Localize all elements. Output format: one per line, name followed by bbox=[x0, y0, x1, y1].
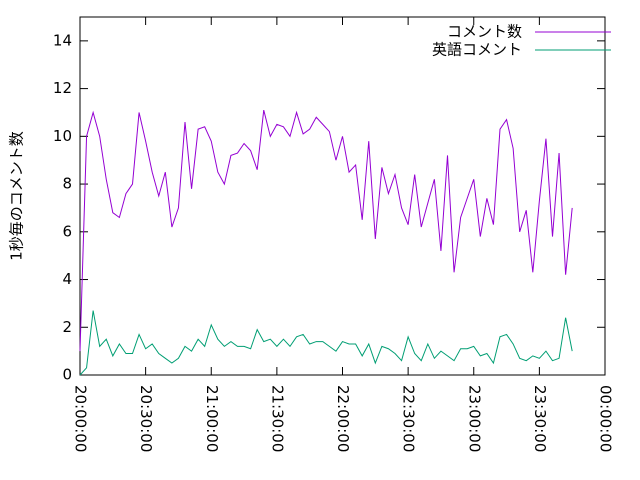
y-tick-label: 14 bbox=[53, 31, 72, 49]
x-tick-label: 20:30:00 bbox=[137, 385, 155, 452]
x-tick-label: 20:00:00 bbox=[72, 385, 90, 452]
y-tick-label: 12 bbox=[53, 79, 72, 97]
series-line bbox=[79, 109, 573, 352]
y-tick-label: 10 bbox=[53, 127, 72, 145]
x-tick-label: 22:00:00 bbox=[334, 385, 352, 452]
x-tick-label: 00:00:00 bbox=[597, 385, 615, 452]
y-tick-label: 0 bbox=[62, 366, 72, 384]
x-tick-label: 21:30:00 bbox=[268, 385, 286, 452]
legend-label: コメント数 bbox=[447, 23, 522, 41]
series-line bbox=[79, 310, 573, 376]
x-tick-label: 21:00:00 bbox=[203, 385, 221, 452]
y-tick-label: 2 bbox=[62, 318, 72, 336]
y-axis-label: 1秒毎のコメント数 bbox=[8, 131, 26, 261]
x-tick-label: 23:00:00 bbox=[465, 385, 483, 452]
y-tick-label: 6 bbox=[62, 222, 72, 240]
x-tick-label: 23:30:00 bbox=[531, 385, 549, 452]
y-tick-label: 4 bbox=[62, 270, 72, 288]
legend-label: 英語コメント bbox=[432, 41, 522, 59]
y-tick-label: 8 bbox=[62, 175, 72, 193]
x-tick-label: 22:30:00 bbox=[400, 385, 418, 452]
